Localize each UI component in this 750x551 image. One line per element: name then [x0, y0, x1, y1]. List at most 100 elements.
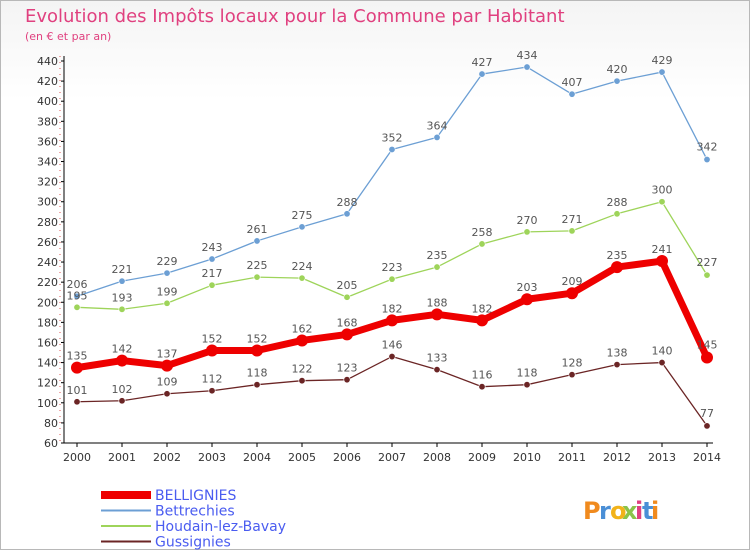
data-label: 133: [427, 352, 448, 365]
data-label: 235: [607, 249, 628, 262]
data-point: [163, 299, 171, 307]
logo-letter: P: [583, 497, 601, 525]
data-label: 241: [652, 243, 673, 256]
data-point: [433, 263, 441, 271]
data-point: [703, 422, 711, 430]
y-tick-label: 420: [37, 75, 58, 88]
data-label: 101: [67, 384, 88, 397]
logo-letter: o: [610, 497, 627, 525]
data-point: [658, 68, 666, 76]
data-label: 243: [202, 241, 223, 254]
data-point: [163, 269, 171, 277]
series-gussignies: 101 102 109 112 118 122 123 146 133 116 118 128 138 1…: [67, 339, 714, 430]
y-tick-label: 200: [37, 296, 58, 309]
legend-label: Bettrechies: [155, 504, 235, 520]
y-tick-label: 320: [37, 176, 58, 189]
data-label: 138: [607, 347, 628, 360]
data-point: [251, 344, 263, 357]
data-label: 224: [292, 260, 313, 273]
y-tick-label: 100: [37, 397, 58, 410]
data-label: 146: [382, 339, 403, 352]
data-point: [703, 271, 711, 279]
data-point: [478, 240, 486, 248]
x-tick-label: 2009: [468, 451, 496, 464]
data-point: [73, 303, 81, 311]
data-label: 102: [112, 383, 133, 396]
data-point: [208, 255, 216, 263]
axes: 60 80 100 120 140 160 180 200 220 240 260 280 300 320…: [37, 55, 721, 464]
data-point: [253, 381, 261, 389]
data-point: [206, 344, 218, 357]
series-layer: 206 221 229 243 261 275 288 352 364 427 434 407 420 4…: [67, 49, 718, 430]
data-point: [253, 273, 261, 281]
y-tick-label: 120: [37, 377, 58, 390]
data-label: 420: [607, 63, 628, 76]
legend: BELLIGNIESBettrechiesHoudain-lez-BavayGu…: [101, 488, 286, 551]
y-tick-label: 180: [37, 316, 58, 329]
series-bettrechies: 206 221 229 243 261 275 288 352 364 427 434 407 420 4…: [67, 49, 718, 300]
x-tick-label: 2010: [513, 451, 541, 464]
data-point: [208, 387, 216, 395]
data-label: 364: [427, 119, 448, 132]
data-point: [568, 227, 576, 235]
data-point: [523, 381, 531, 389]
y-tick-label: 220: [37, 276, 58, 289]
data-label: 261: [247, 223, 268, 236]
data-label: 145: [697, 339, 718, 352]
data-label: 270: [517, 214, 538, 227]
data-label: 225: [247, 259, 268, 272]
x-tick-label: 2007: [378, 451, 406, 464]
logo-letter: i: [651, 497, 659, 525]
chart-subtitle: (en € et par an): [25, 30, 111, 43]
y-tick-label: 140: [37, 357, 58, 370]
data-label: 271: [562, 213, 583, 226]
data-label: 221: [112, 263, 133, 276]
data-label: 109: [157, 376, 178, 389]
data-point: [478, 70, 486, 78]
data-label: 188: [427, 296, 448, 309]
data-label: 407: [562, 76, 583, 89]
data-label: 227: [697, 256, 718, 269]
data-point: [566, 287, 578, 300]
y-tick-label: 400: [37, 95, 58, 108]
data-label: 152: [202, 333, 223, 346]
data-label: 140: [652, 345, 673, 358]
data-label: 128: [562, 357, 583, 370]
data-point: [611, 261, 623, 274]
data-label: 288: [337, 196, 358, 209]
data-point: [613, 361, 621, 369]
data-point: [433, 133, 441, 141]
y-tick-label: 60: [44, 437, 58, 450]
x-tick-label: 2012: [603, 451, 631, 464]
data-label: 229: [157, 255, 178, 268]
data-point: [341, 328, 353, 341]
data-label: 275: [292, 209, 313, 222]
data-label: 205: [337, 279, 358, 292]
data-point: [388, 353, 396, 361]
data-label: 118: [517, 367, 538, 380]
data-label: 122: [292, 363, 313, 376]
data-label: 427: [472, 56, 493, 69]
data-label: 142: [112, 343, 133, 356]
data-point: [118, 397, 126, 405]
data-point: [71, 361, 83, 374]
logo-letter: i: [635, 497, 643, 525]
y-tick-label: 380: [37, 115, 58, 128]
data-label: 199: [157, 285, 178, 298]
data-label: 258: [472, 226, 493, 239]
y-tick-label: 440: [37, 55, 58, 68]
data-point: [523, 228, 531, 236]
legend-label: BELLIGNIES: [155, 488, 236, 504]
data-point: [208, 281, 216, 289]
data-point: [433, 366, 441, 374]
data-label: 116: [472, 369, 493, 382]
legend-label: Houdain-lez-Bavay: [155, 519, 286, 535]
data-label: 217: [202, 267, 223, 280]
data-point: [118, 277, 126, 285]
data-label: 342: [697, 141, 718, 154]
series-bellignies: 135 142 137 152 152 162 168 182 188 182 203 209 235 2…: [67, 243, 718, 374]
data-point: [613, 210, 621, 218]
